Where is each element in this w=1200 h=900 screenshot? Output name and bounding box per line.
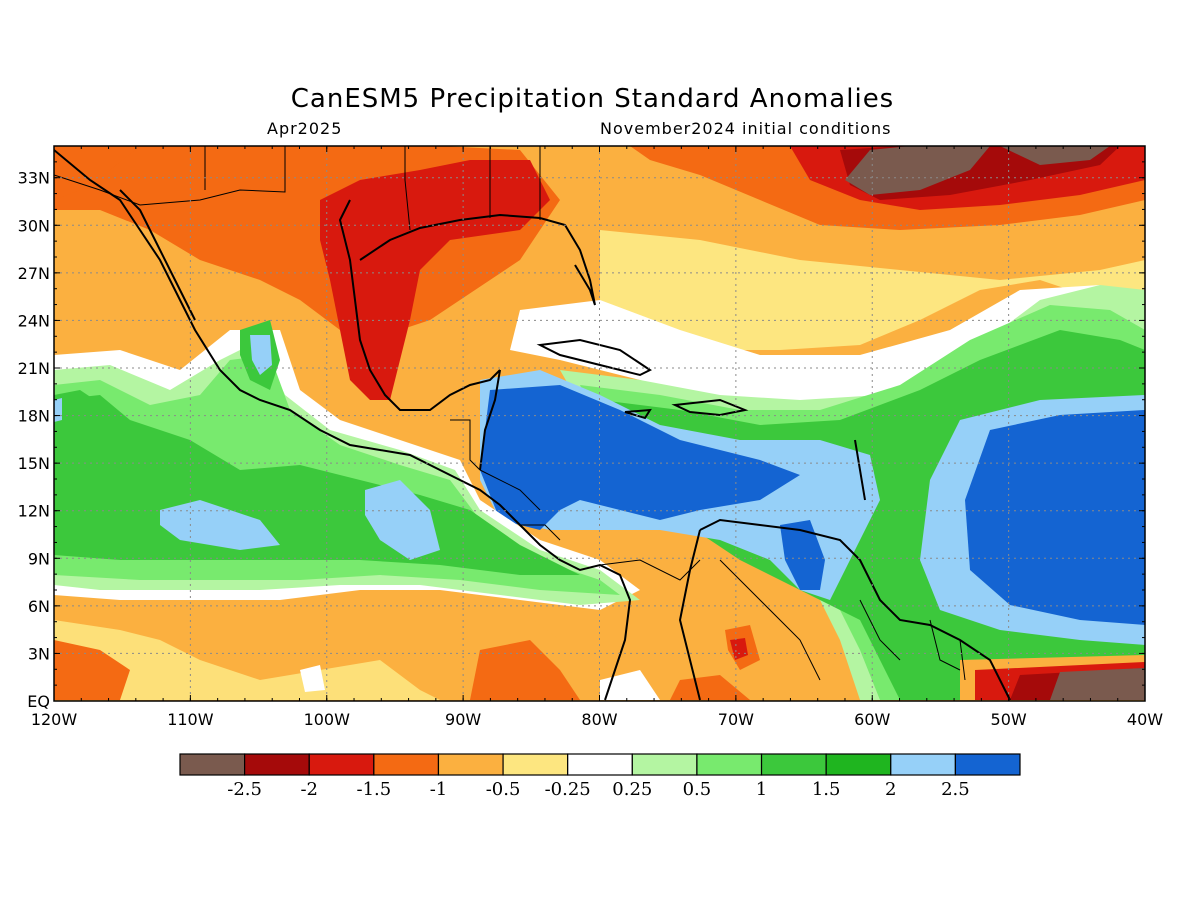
initial-conditions: November2024 initial conditions [600, 119, 892, 138]
colorbar-swatch [954, 753, 1021, 776]
colorbar-swatch [825, 753, 892, 776]
lat-label: 24N [18, 311, 50, 330]
lon-label: 110W [167, 710, 214, 729]
colorbar-label: 1 [756, 779, 767, 800]
lat-label: 3N [28, 644, 50, 663]
lat-label: 6N [28, 597, 50, 616]
latitude-labels: 33N 30N 27N 24N 21N 18N 15N 12N 9N 6N 3N EQ [18, 169, 50, 711]
axis-ticks [53, 145, 1146, 702]
longitude-labels: 120W 110W 100W 90W 80W 70W 60W 50W 40W [31, 710, 1163, 729]
lon-label: 100W [304, 710, 351, 729]
lat-label: 12N [18, 502, 50, 521]
lon-label: 60W [854, 710, 890, 729]
lon-label: 40W [1127, 710, 1163, 729]
lon-label: 80W [581, 710, 617, 729]
lat-label: 33N [18, 169, 50, 188]
colorbar-swatch [631, 753, 698, 776]
country-borders [54, 146, 966, 681]
colorbar-swatch [437, 753, 504, 776]
lon-label: 90W [445, 710, 481, 729]
lat-label: 18N [18, 407, 50, 426]
colorbar-label: 0.5 [683, 779, 712, 800]
colorbar-label: -2 [300, 779, 318, 800]
lat-label: 30N [18, 216, 50, 235]
colorbar-labels: -2.5 -2 -1.5 -1 -0.5 -0.25 0.25 0.5 1 1.5 2 2.5 [227, 779, 969, 800]
colorbar-swatch [696, 753, 763, 776]
colorbar-label: -0.25 [545, 779, 591, 800]
colorbar-label: 0.25 [612, 779, 652, 800]
colorbar-swatch [760, 753, 827, 776]
lon-label: 50W [991, 710, 1027, 729]
colorbar-label: 2 [885, 779, 896, 800]
lon-label: 120W [31, 710, 78, 729]
gridlines [54, 146, 1145, 701]
colorbar-swatch [373, 753, 440, 776]
lat-label: 27N [18, 264, 50, 283]
colorbar-swatch [308, 753, 375, 776]
colorbar-swatch [890, 753, 956, 776]
colorbar-swatch [502, 753, 569, 776]
colorbar [179, 753, 1021, 776]
lat-label: 9N [28, 549, 50, 568]
forecast-month: Apr2025 [267, 119, 343, 138]
colorbar-label: -1 [430, 779, 448, 800]
colorbar-swatch [567, 753, 633, 776]
colorbar-label: -1.5 [356, 779, 391, 800]
map-title: CanESM5 Precipitation Standard Anomalies [290, 84, 895, 114]
colorbar-label: 1.5 [812, 779, 841, 800]
coastlines [54, 149, 1011, 701]
colorbar-label: -0.5 [486, 779, 521, 800]
lat-label: 15N [18, 454, 50, 473]
colorbar-label: -2.5 [227, 779, 262, 800]
colorbar-swatch [244, 753, 310, 776]
colorbar-label: 2.5 [941, 779, 970, 800]
lat-label: 21N [18, 359, 50, 378]
lat-label: EQ [27, 692, 50, 711]
colorbar-swatch [179, 753, 246, 776]
lon-label: 70W [718, 710, 754, 729]
